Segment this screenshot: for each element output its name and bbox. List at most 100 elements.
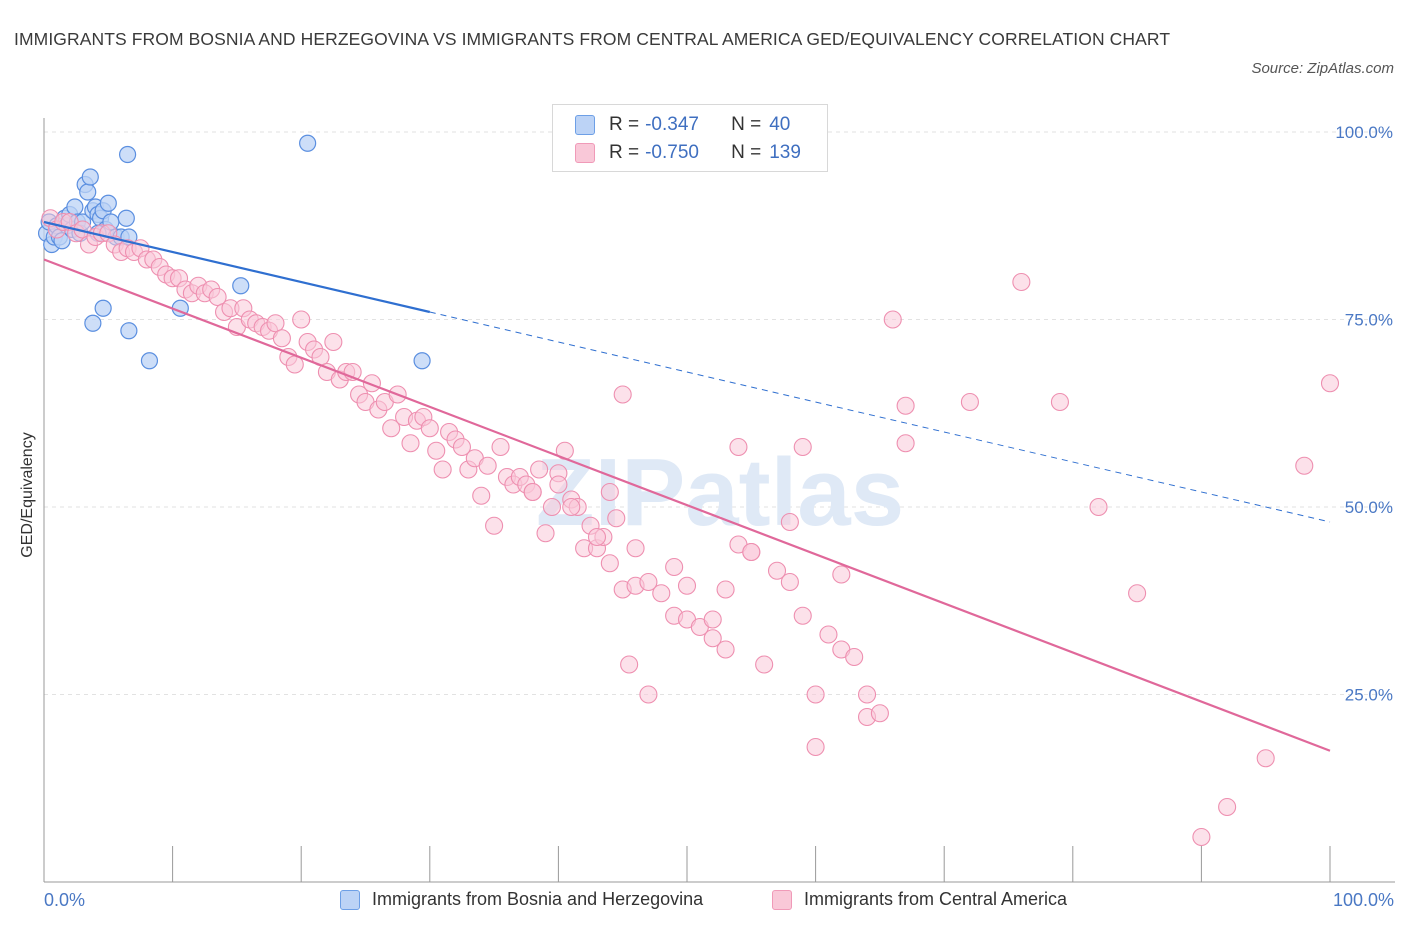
legend-n-label: N = <box>731 142 762 163</box>
data-point-central-america <box>292 310 311 329</box>
data-point-central-america <box>639 685 658 704</box>
data-point-central-america <box>1050 392 1069 412</box>
data-point-central-america <box>472 486 491 505</box>
trend-lines <box>43 220 1331 752</box>
legend-r-label: R = <box>609 142 640 163</box>
data-point-central-america <box>382 419 401 438</box>
trend-line-bosnia <box>43 220 431 314</box>
chart-title: IMMIGRANTS FROM BOSNIA AND HERZEGOVINA V… <box>14 29 1171 49</box>
data-point-central-america <box>703 610 722 629</box>
data-point-central-america <box>780 512 799 532</box>
data-point-central-america <box>806 737 825 757</box>
data-point-central-america <box>793 606 812 625</box>
data-point-central-america <box>530 460 549 479</box>
data-point-central-america <box>716 640 735 659</box>
data-point-central-america <box>324 332 343 352</box>
legend-swatch-pink <box>772 889 792 910</box>
data-point-central-america <box>549 475 568 494</box>
trend-line-central-america <box>43 258 1331 752</box>
data-point-central-america <box>960 392 979 412</box>
data-point-bosnia <box>94 299 112 317</box>
data-point-central-america <box>857 685 877 704</box>
data-point-bosnia <box>66 198 84 216</box>
data-point-central-america <box>729 437 748 457</box>
data-point-central-america <box>272 329 291 348</box>
data-point-central-america <box>1012 272 1031 292</box>
data-point-central-america <box>845 647 864 667</box>
data-point-central-america <box>639 572 658 592</box>
legend-item-central-america: Immigrants from Central America <box>772 889 1067 910</box>
x-tick-label-max: 100.0% <box>1332 890 1394 910</box>
trend-line-bosnia-extension <box>429 311 1331 523</box>
y-tick-label: 25.0% <box>1345 686 1393 705</box>
legend-n-value: 40 <box>769 114 791 135</box>
data-point-central-america <box>1128 584 1147 603</box>
data-point-central-america <box>620 655 639 674</box>
data-point-central-america <box>587 527 607 547</box>
legend-item-label: Immigrants from Bosnia and Herzegovina <box>372 889 704 909</box>
data-point-central-america <box>523 482 542 502</box>
grid-lines <box>44 131 1395 695</box>
data-point-central-america <box>1256 749 1275 768</box>
data-point-central-america <box>607 509 626 528</box>
data-point-bosnia <box>413 352 431 370</box>
legend-n-label: N = <box>731 114 762 135</box>
series-legend: Immigrants from Bosnia and Herzegovina I… <box>0 889 1406 915</box>
y-tick-label: 50.0% <box>1345 498 1393 517</box>
data-point-central-america <box>452 437 472 457</box>
legend-r-value: -0.750 <box>645 142 699 163</box>
data-point-bosnia <box>232 277 250 295</box>
legend-r-label: R = <box>609 114 640 135</box>
data-point-central-america <box>1320 374 1340 393</box>
source-label: Source: ZipAtlas.com <box>1251 60 1394 77</box>
data-point-central-america <box>427 441 446 460</box>
y-tick-label: 100.0% <box>1335 123 1393 142</box>
data-point-central-america <box>613 385 632 404</box>
legend-r-value: -0.347 <box>645 114 699 135</box>
data-point-central-america <box>433 460 452 479</box>
data-point-central-america <box>755 655 774 674</box>
data-point-central-america <box>832 565 851 584</box>
y-tick-labels: 25.0% 50.0% 75.0% 100.0% <box>1335 123 1393 705</box>
data-point-central-america <box>652 584 671 603</box>
data-point-central-america <box>420 419 439 438</box>
data-point-central-america <box>819 625 838 644</box>
x-tick-label-min: 0.0% <box>44 890 86 910</box>
data-point-bosnia <box>118 145 137 164</box>
correlation-legend: R = -0.347 N = 40 R = -0.750 N = 139 <box>552 104 828 172</box>
legend-row-bosnia: R = -0.347 N = 40 <box>575 113 790 137</box>
data-point-central-america <box>478 456 497 475</box>
legend-item-bosnia: Immigrants from Bosnia and Herzegovina <box>340 889 703 910</box>
data-point-bosnia <box>120 322 138 340</box>
data-point-central-america <box>208 287 227 307</box>
data-point-central-america <box>401 434 420 453</box>
data-point-central-america <box>677 576 697 595</box>
data-point-bosnia <box>117 209 135 227</box>
data-point-central-america <box>780 572 799 592</box>
data-point-bosnia <box>299 134 317 152</box>
data-point-bosnia <box>140 352 159 370</box>
data-point-central-america <box>665 557 684 577</box>
data-point-central-america <box>716 580 735 599</box>
legend-swatch-blue <box>340 889 360 910</box>
data-point-central-america <box>806 685 825 704</box>
data-point-central-america <box>491 437 510 457</box>
series-central-america-points <box>41 209 1340 847</box>
y-tick-label: 75.0% <box>1345 311 1393 330</box>
data-point-central-america <box>536 524 555 543</box>
data-point-central-america <box>1218 797 1237 817</box>
data-point-central-america <box>562 497 581 517</box>
legend-swatch-pink <box>575 143 595 163</box>
data-point-central-america <box>600 482 619 502</box>
legend-swatch-blue <box>575 115 595 135</box>
data-point-central-america <box>1295 456 1314 475</box>
data-point-bosnia <box>79 183 97 201</box>
data-point-central-america <box>542 497 562 517</box>
data-point-central-america <box>896 434 915 453</box>
data-point-central-america <box>1089 497 1108 517</box>
data-point-central-america <box>767 561 787 580</box>
data-point-central-america <box>883 310 902 329</box>
data-point-bosnia <box>99 194 117 212</box>
data-point-central-america <box>896 396 915 415</box>
